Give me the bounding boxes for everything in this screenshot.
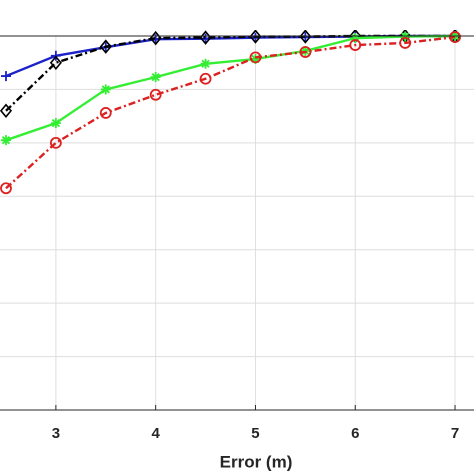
marker: [350, 33, 361, 44]
marker: [99, 107, 112, 119]
axes: 3 4 5 6 7: [0, 35, 474, 442]
marker: [99, 39, 112, 54]
marker: [150, 72, 161, 83]
marker: [249, 51, 262, 64]
series-line: [5, 34, 456, 142]
marker: [449, 31, 461, 43]
series-line: [5, 34, 456, 112]
marker: [200, 58, 211, 69]
x-tick-label: 6: [351, 425, 359, 442]
marker: [100, 84, 111, 95]
marker: [0, 182, 12, 195]
x-tick-label: 5: [251, 425, 259, 442]
marker: [249, 30, 262, 44]
marker: [299, 30, 312, 44]
series-line: [5, 35, 456, 190]
marker: [199, 72, 212, 85]
plot: [0, 30, 462, 195]
grid: [0, 35, 474, 410]
x-axis-label: Error (m): [220, 452, 293, 471]
marker: [49, 136, 62, 149]
marker: [0, 71, 11, 82]
marker: [0, 135, 11, 146]
x-tick-label: 4: [151, 425, 160, 442]
series-line: [5, 34, 456, 78]
x-tick-label: 7: [451, 425, 459, 442]
marker: [149, 88, 162, 101]
marker: [349, 39, 362, 51]
marker: [399, 37, 412, 49]
marker: [0, 103, 13, 119]
marker: [49, 55, 62, 70]
x-tick-label: 3: [52, 425, 60, 442]
marker: [400, 31, 411, 42]
marker: [50, 118, 61, 129]
marker: [250, 53, 261, 64]
marker: [299, 46, 312, 58]
